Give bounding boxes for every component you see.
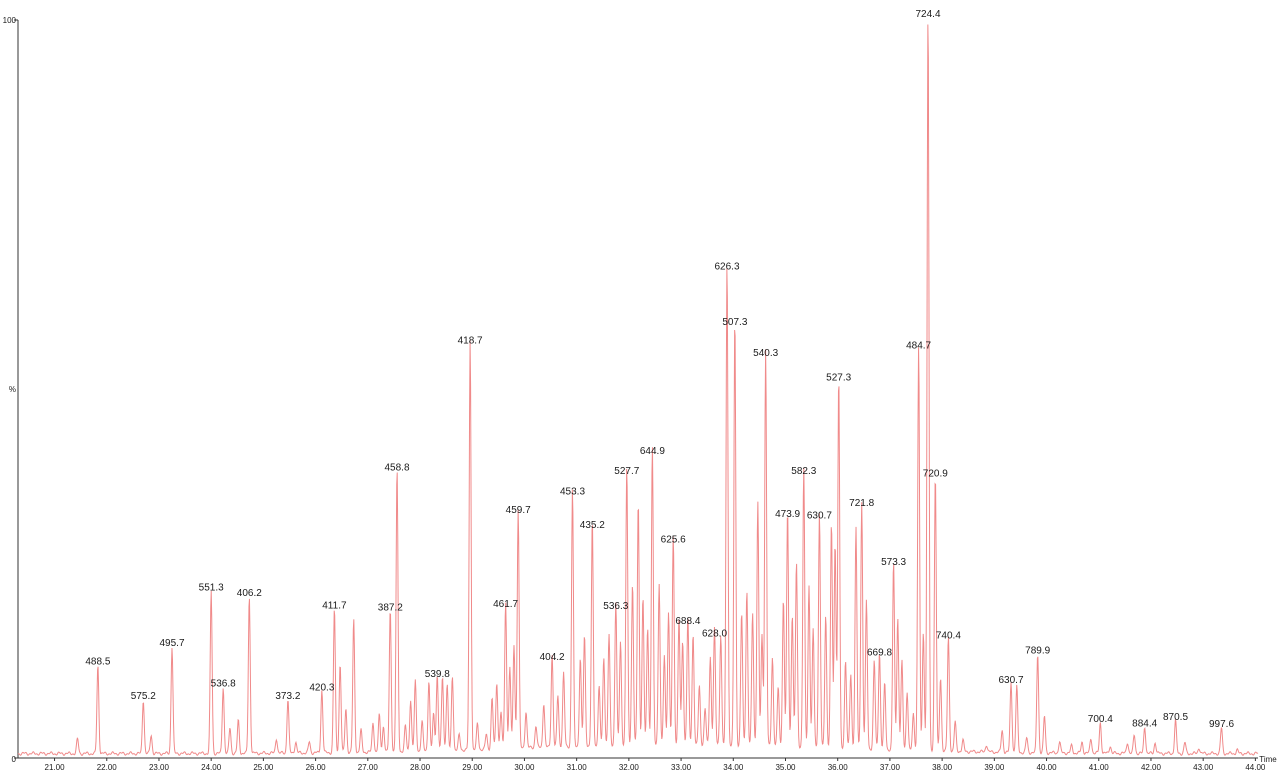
peak-label: 527.7 [614, 466, 639, 477]
x-tick-label: 42.00 [1141, 763, 1162, 772]
peak-label: 540.3 [753, 348, 778, 359]
peak-label: 630.7 [807, 510, 832, 521]
peak-label: 495.7 [159, 638, 184, 649]
peak-label: 997.6 [1209, 719, 1234, 730]
peak-label: 461.7 [493, 599, 518, 610]
peak-label: 669.8 [867, 648, 892, 659]
peak-label: 404.2 [540, 652, 565, 663]
peak-label: 628.0 [702, 628, 727, 639]
x-tick-label: 27.00 [358, 763, 379, 772]
peak-label: 453.3 [560, 487, 585, 498]
peak-label: 406.2 [237, 588, 262, 599]
x-tick-label: 39.00 [984, 763, 1005, 772]
x-tick-label: 24.00 [201, 763, 222, 772]
peak-label: 688.4 [675, 616, 700, 627]
x-tick-label: 37.00 [880, 763, 901, 772]
peak-label: 724.4 [915, 9, 940, 20]
peak-label: 539.8 [425, 669, 450, 680]
peak-label: 884.4 [1132, 718, 1157, 729]
peak-label: 527.3 [826, 372, 851, 383]
x-tick-label: 25.00 [253, 763, 274, 772]
x-tick-label: 44.00 [1245, 763, 1266, 772]
peak-label: 387.2 [378, 603, 403, 614]
x-tick-label: 38.00 [932, 763, 953, 772]
peak-label: 644.9 [640, 446, 665, 457]
x-tick-label: 41.00 [1089, 763, 1110, 772]
peak-label: 700.4 [1088, 714, 1113, 725]
peak-label: 630.7 [998, 675, 1023, 686]
x-ticks: 21.00 22.00 23.00 24.00 25.00 26.00 27.00 28.00… [45, 758, 1266, 772]
x-tick-label: 43.00 [1193, 763, 1214, 772]
x-tick-label: 22.00 [97, 763, 118, 772]
peak-label: 373.2 [275, 691, 300, 702]
peak-label: 420.3 [309, 682, 334, 693]
peak-label: 870.5 [1163, 712, 1188, 723]
x-tick-label: 29.00 [462, 763, 483, 772]
y-tick-label-min: 0 [12, 755, 17, 764]
chromatogram-trace [17, 24, 1259, 756]
peak-label: 740.4 [936, 631, 961, 642]
peak-label: 458.8 [384, 462, 409, 473]
x-tick-label: 28.00 [410, 763, 431, 772]
peak-label: 484.7 [906, 341, 931, 352]
peak-label: 582.3 [791, 466, 816, 477]
x-tick-label: 35.00 [775, 763, 796, 772]
x-tick-label: 31.00 [567, 763, 588, 772]
x-tick-label: 26.00 [306, 763, 327, 772]
peak-label: 435.2 [580, 520, 605, 531]
peak-label: 459.7 [506, 505, 531, 516]
peak-label: 411.7 [322, 600, 347, 611]
x-tick-label: 33.00 [671, 763, 692, 772]
x-tick-label: 30.00 [514, 763, 535, 772]
x-tick-label: 23.00 [149, 763, 170, 772]
x-tick-label: 36.00 [828, 763, 849, 772]
x-axis-label: Time [1259, 755, 1277, 764]
peak-label: 720.9 [923, 468, 948, 479]
peak-label: 418.7 [458, 335, 483, 346]
x-tick-label: 40.00 [1037, 763, 1058, 772]
peak-label: 507.3 [722, 317, 747, 328]
peak-label: 789.9 [1025, 645, 1050, 656]
peak-label: 575.2 [131, 691, 156, 702]
peak-label: 536.3 [603, 601, 628, 612]
y-axis-label: % [9, 385, 16, 394]
peak-label: 488.5 [85, 656, 110, 667]
peak-labels: 488.5 575.2 495.7 551.3 536.8 406.2 373.2 420.3… [85, 9, 1234, 730]
peak-label: 473.9 [775, 509, 800, 520]
x-tick-label: 21.00 [45, 763, 66, 772]
peak-label: 536.8 [211, 679, 236, 690]
peak-label: 573.3 [881, 557, 906, 568]
x-tick-label: 34.00 [723, 763, 744, 772]
chart-axes: 100 % 0 Time [3, 16, 1278, 764]
peak-label: 626.3 [714, 262, 739, 273]
peak-label: 721.8 [849, 498, 874, 509]
peak-label: 551.3 [199, 583, 224, 594]
peak-label: 625.6 [661, 535, 686, 546]
y-tick-label-max: 100 [3, 16, 17, 25]
x-tick-label: 32.00 [619, 763, 640, 772]
